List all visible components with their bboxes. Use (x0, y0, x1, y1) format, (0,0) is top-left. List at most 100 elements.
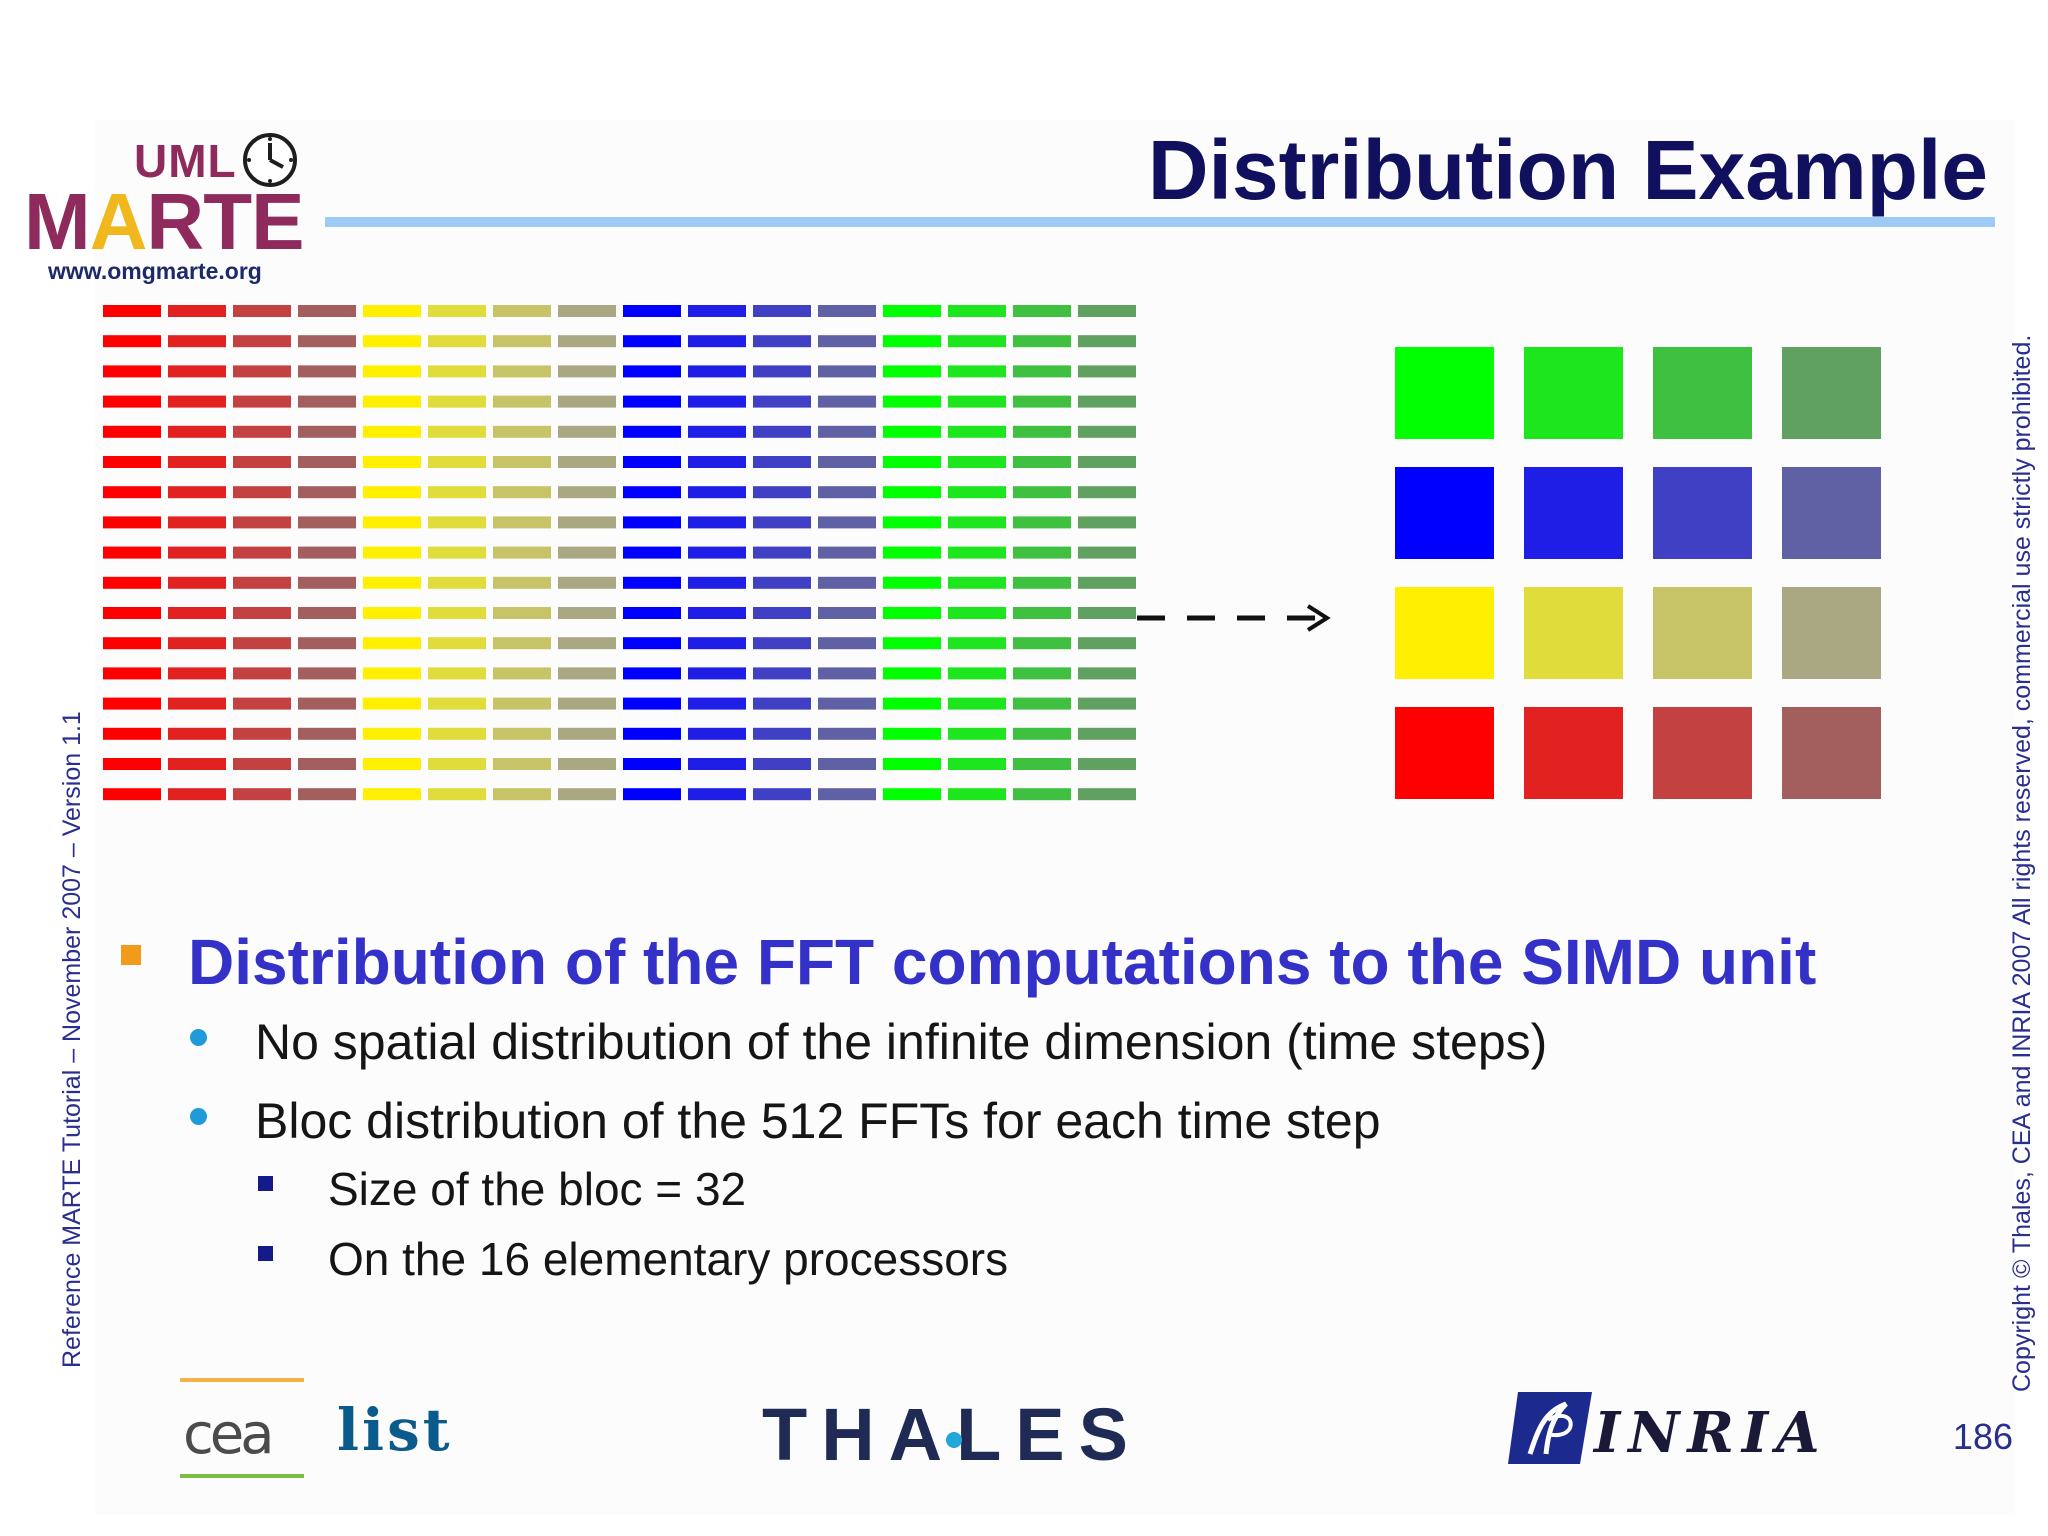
fft-block-blue-3-row-16 (753, 758, 811, 770)
fft-block-green-3-row-11 (1013, 607, 1071, 619)
fft-block-blue-2-row-15 (688, 727, 746, 740)
fft-block-green-4-row-7 (1078, 486, 1136, 499)
title-divider (325, 217, 1995, 227)
fft-block-yellow-3-row-16 (493, 758, 551, 770)
fft-block-red-2-row-4 (168, 395, 226, 408)
fft-block-green-2-row-14 (948, 697, 1006, 710)
fft-block-green-1-row-11 (883, 607, 941, 619)
fft-block-green-4-row-2 (1078, 335, 1136, 348)
processor-red-2 (1524, 707, 1623, 799)
fft-block-blue-4-row-14 (818, 697, 876, 710)
fft-block-blue-4-row-5 (818, 425, 876, 438)
fft-block-green-1-row-13 (883, 667, 941, 680)
fft-block-red-2-row-1 (168, 305, 226, 317)
fft-block-blue-3-row-12 (753, 637, 811, 650)
fft-block-blue-2-row-14 (688, 697, 746, 710)
fft-block-blue-2-row-7 (688, 486, 746, 499)
fft-block-green-1-row-5 (883, 425, 941, 438)
fft-block-blue-1-row-2 (623, 335, 681, 348)
fft-block-green-2-row-10 (948, 576, 1006, 589)
fft-block-blue-4-row-11 (818, 607, 876, 619)
fft-block-blue-1-row-11 (623, 607, 681, 619)
fft-block-red-1-row-6 (103, 456, 161, 468)
fft-block-blue-2-row-2 (688, 335, 746, 348)
fft-block-red-4-row-3 (298, 365, 356, 378)
fft-block-blue-3-row-8 (753, 516, 811, 529)
fft-block-green-3-row-9 (1013, 546, 1071, 559)
fft-block-blue-3-row-9 (753, 546, 811, 559)
processor-red-1 (1395, 707, 1494, 799)
fft-block-blue-1-row-15 (623, 727, 681, 740)
fft-block-yellow-4-row-7 (558, 486, 616, 499)
logo-url: www.omgmarte.org (48, 258, 262, 284)
fft-block-red-1-row-11 (103, 607, 161, 619)
fft-block-yellow-4-row-6 (558, 456, 616, 468)
fft-block-green-1-row-7 (883, 486, 941, 499)
fft-block-green-3-row-2 (1013, 335, 1071, 348)
fft-block-red-3-row-17 (233, 788, 291, 801)
fft-block-yellow-2-row-4 (428, 395, 486, 408)
fft-block-blue-3-row-17 (753, 788, 811, 801)
fft-block-yellow-4-row-15 (558, 727, 616, 740)
fft-block-red-4-row-8 (298, 516, 356, 529)
fft-block-yellow-3-row-2 (493, 335, 551, 348)
fft-block-blue-2-row-4 (688, 395, 746, 408)
fft-block-green-1-row-9 (883, 546, 941, 559)
fft-block-yellow-3-row-9 (493, 546, 551, 559)
fft-block-yellow-1-row-10 (363, 576, 421, 589)
fft-block-blue-3-row-11 (753, 607, 811, 619)
fft-block-blue-2-row-9 (688, 546, 746, 559)
thales-logo: THALES (762, 1392, 1142, 1477)
slide-title: Distribution Example (1147, 123, 1988, 217)
fft-block-yellow-1-row-6 (363, 456, 421, 468)
fft-block-red-1-row-16 (103, 758, 161, 770)
fft-block-blue-1-row-9 (623, 546, 681, 559)
fft-block-red-1-row-15 (103, 727, 161, 740)
fft-block-blue-2-row-11 (688, 607, 746, 619)
fft-block-green-3-row-15 (1013, 727, 1071, 740)
fft-block-yellow-3-row-10 (493, 576, 551, 589)
processor-yellow-2 (1524, 587, 1623, 679)
fft-block-yellow-1-row-16 (363, 758, 421, 770)
fft-block-yellow-2-row-3 (428, 365, 486, 378)
fft-block-red-2-row-16 (168, 758, 226, 770)
fft-block-yellow-3-row-13 (493, 667, 551, 680)
fft-block-yellow-3-row-7 (493, 486, 551, 499)
fft-block-green-3-row-17 (1013, 788, 1071, 801)
fft-block-blue-2-row-5 (688, 425, 746, 438)
fft-block-red-3-row-12 (233, 637, 291, 650)
fft-block-green-3-row-5 (1013, 425, 1071, 438)
fft-block-blue-2-row-12 (688, 637, 746, 650)
fft-block-red-1-row-7 (103, 486, 161, 499)
fft-block-red-1-row-17 (103, 788, 161, 801)
fft-block-green-3-row-8 (1013, 516, 1071, 529)
fft-block-red-2-row-10 (168, 576, 226, 589)
fft-block-red-4-row-4 (298, 395, 356, 408)
fft-block-green-4-row-10 (1078, 576, 1136, 589)
fft-block-yellow-3-row-17 (493, 788, 551, 801)
fft-block-yellow-3-row-4 (493, 395, 551, 408)
fft-block-blue-2-row-6 (688, 456, 746, 468)
fft-block-blue-3-row-6 (753, 456, 811, 468)
fft-block-blue-2-row-3 (688, 365, 746, 378)
fft-block-green-3-row-7 (1013, 486, 1071, 499)
fft-block-yellow-4-row-12 (558, 637, 616, 650)
fft-block-red-2-row-9 (168, 546, 226, 559)
fft-block-yellow-1-row-9 (363, 546, 421, 559)
fft-block-red-2-row-3 (168, 365, 226, 378)
fft-block-blue-2-row-10 (688, 576, 746, 589)
fft-block-yellow-3-row-6 (493, 456, 551, 468)
fft-block-green-2-row-12 (948, 637, 1006, 650)
fft-block-red-3-row-7 (233, 486, 291, 499)
fft-block-yellow-4-row-17 (558, 788, 616, 801)
fft-array-grid (103, 305, 1136, 801)
fft-block-blue-1-row-7 (623, 486, 681, 499)
fft-block-green-2-row-15 (948, 727, 1006, 740)
fft-block-green-1-row-12 (883, 637, 941, 650)
fft-block-yellow-4-row-10 (558, 576, 616, 589)
processor-red-3 (1653, 707, 1752, 799)
fft-block-green-3-row-12 (1013, 637, 1071, 650)
cea-logo-top-line (180, 1378, 304, 1382)
fft-block-yellow-2-row-7 (428, 486, 486, 499)
simd-processor-grid (1395, 347, 1881, 799)
